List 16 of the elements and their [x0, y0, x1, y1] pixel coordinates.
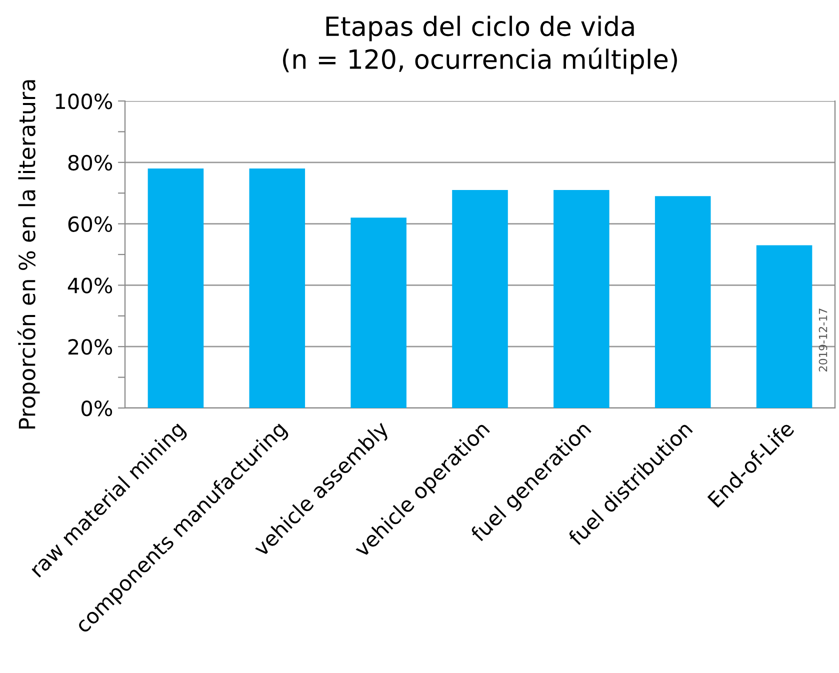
bar	[756, 245, 812, 408]
y-tick-label: 40%	[68, 278, 112, 294]
y-tick-label: 100%	[56, 93, 112, 110]
bar	[452, 190, 508, 408]
bar	[148, 168, 204, 408]
annotation: 2019-12-17	[818, 308, 828, 372]
chart-title: Etapas del ciclo de vida (n = 120, ocurrencia múltiple)	[283, 16, 677, 74]
y-axis-title: Proporción en % en la literatura	[17, 80, 40, 429]
y-tick-label: 80%	[68, 154, 112, 171]
bar	[249, 168, 306, 408]
y-tick-label: 60%	[68, 216, 112, 232]
y-tick-label: 0%	[82, 400, 112, 416]
bar	[350, 218, 406, 408]
bar	[554, 190, 610, 408]
y-tick-label: 20%	[68, 339, 112, 355]
bar	[654, 196, 711, 408]
